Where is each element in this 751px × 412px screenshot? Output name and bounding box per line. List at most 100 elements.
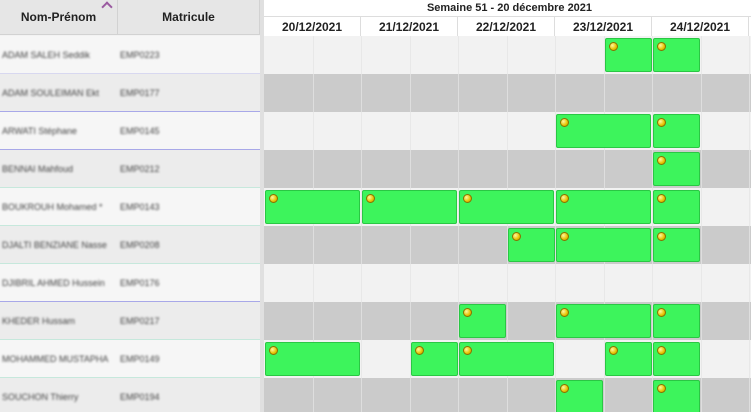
day-header: 20/12/2021 21/12/2021 22/12/2021 23/12/2021… — [264, 17, 751, 36]
column-header-matricule[interactable]: Matricule — [118, 0, 260, 35]
grid-line — [749, 340, 750, 378]
status-dot-icon — [560, 308, 569, 317]
day-column-header: 24/12/2021 — [652, 17, 749, 36]
employee-row[interactable]: SOUCHON Thierry EMP0194 — [0, 378, 260, 412]
status-dot-icon — [269, 346, 278, 355]
grid-line — [410, 226, 411, 264]
employee-matricule: EMP0176 — [120, 278, 160, 288]
grid-line — [361, 150, 362, 188]
day-column-header: 23/12/2021 — [555, 17, 652, 36]
status-dot-icon — [560, 118, 569, 127]
status-dot-icon — [657, 346, 666, 355]
schedule-row[interactable] — [264, 112, 751, 150]
employee-row[interactable]: DJALTI BENZIANE Nasse EMP0208 — [0, 226, 260, 264]
schedule-row[interactable] — [264, 264, 751, 302]
schedule-row[interactable] — [264, 74, 751, 112]
grid-line — [507, 74, 508, 112]
shift-block[interactable] — [459, 342, 554, 376]
employee-row[interactable]: BOUKROUH Mohamed * EMP0143 — [0, 188, 260, 226]
employee-row[interactable]: ARWATI Stéphane EMP0145 — [0, 112, 260, 150]
grid-line — [361, 340, 362, 378]
status-dot-icon — [463, 194, 472, 203]
schedule-row[interactable] — [264, 36, 751, 74]
employee-name: KHEDER Hussam — [2, 316, 76, 326]
schedule-row[interactable] — [264, 302, 751, 340]
schedule-row[interactable] — [264, 188, 751, 226]
employee-name: ADAM SALEH Seddik — [2, 50, 91, 60]
grid-line — [701, 226, 702, 264]
shift-block[interactable] — [605, 38, 652, 72]
grid-line — [652, 188, 653, 226]
status-dot-icon — [560, 194, 569, 203]
grid-line — [652, 112, 653, 150]
grid-line — [507, 112, 508, 150]
shift-block[interactable] — [605, 342, 652, 376]
shift-block[interactable] — [653, 190, 700, 224]
row-divider — [0, 339, 260, 340]
shift-block[interactable] — [459, 304, 506, 338]
status-dot-icon — [463, 346, 472, 355]
employee-row[interactable]: MOHAMMED MUSTAPHA EMP0149 — [0, 340, 260, 378]
column-header-matricule-label: Matricule — [162, 10, 215, 24]
shift-block[interactable] — [653, 380, 700, 412]
row-divider — [0, 263, 260, 264]
grid-line — [410, 112, 411, 150]
shift-block[interactable] — [653, 228, 700, 262]
shift-block[interactable] — [653, 342, 700, 376]
grid-line — [458, 340, 459, 378]
shift-block[interactable] — [265, 190, 360, 224]
grid-line — [749, 226, 750, 264]
shift-block[interactable] — [508, 228, 555, 262]
shift-block[interactable] — [556, 190, 651, 224]
status-dot-icon — [657, 118, 666, 127]
grid-line — [458, 150, 459, 188]
grid-line — [604, 74, 605, 112]
schedule-row[interactable] — [264, 340, 751, 378]
shift-block[interactable] — [556, 228, 651, 262]
shift-block[interactable] — [411, 342, 458, 376]
grid-line — [313, 264, 314, 302]
employee-row[interactable]: BENNAI Mahfoud EMP0212 — [0, 150, 260, 188]
status-dot-icon — [512, 232, 521, 241]
schedule-row[interactable] — [264, 150, 751, 188]
grid-line — [652, 150, 653, 188]
shift-block[interactable] — [653, 304, 700, 338]
status-dot-icon — [657, 384, 666, 393]
grid-line — [555, 150, 556, 188]
shift-block[interactable] — [556, 114, 651, 148]
employee-row[interactable]: KHEDER Hussam EMP0217 — [0, 302, 260, 340]
employee-matricule: EMP0149 — [120, 354, 160, 364]
status-dot-icon — [609, 42, 618, 51]
employee-row[interactable]: DJIBRIL AHMED Hussein EMP0176 — [0, 264, 260, 302]
grid-line — [652, 36, 653, 74]
grid-line — [701, 340, 702, 378]
shift-block[interactable] — [556, 304, 651, 338]
shift-block[interactable] — [459, 190, 554, 224]
schedule-row[interactable] — [264, 378, 751, 412]
shift-block[interactable] — [265, 342, 360, 376]
shift-block[interactable] — [362, 190, 457, 224]
status-dot-icon — [415, 346, 424, 355]
grid-line — [555, 36, 556, 74]
employee-row[interactable]: ADAM SALEH Seddik EMP0223 — [0, 36, 260, 74]
grid-line — [604, 36, 605, 74]
schedule-row[interactable] — [264, 226, 751, 264]
grid-line — [507, 302, 508, 340]
grid-line — [361, 264, 362, 302]
grid-line — [555, 378, 556, 412]
sort-ascending-icon[interactable] — [101, 1, 113, 13]
shift-block[interactable] — [653, 152, 700, 186]
grid-line — [361, 226, 362, 264]
grid-line — [749, 188, 750, 226]
grid-line — [749, 74, 750, 112]
shift-block[interactable] — [556, 380, 603, 412]
employee-name: BENNAI Mahfoud — [2, 164, 74, 174]
shift-block[interactable] — [653, 114, 700, 148]
status-dot-icon — [657, 308, 666, 317]
shift-block[interactable] — [653, 38, 700, 72]
weekly-planning-grid: Semaine 51 - 20 décembre 2021 20/12/2021… — [260, 0, 751, 412]
employee-row[interactable]: ADAM SOULEIMAN Ekt EMP0177 — [0, 74, 260, 112]
grid-line — [458, 378, 459, 412]
column-header-name[interactable]: Nom-Prénom — [0, 0, 118, 35]
grid-line — [749, 112, 750, 150]
